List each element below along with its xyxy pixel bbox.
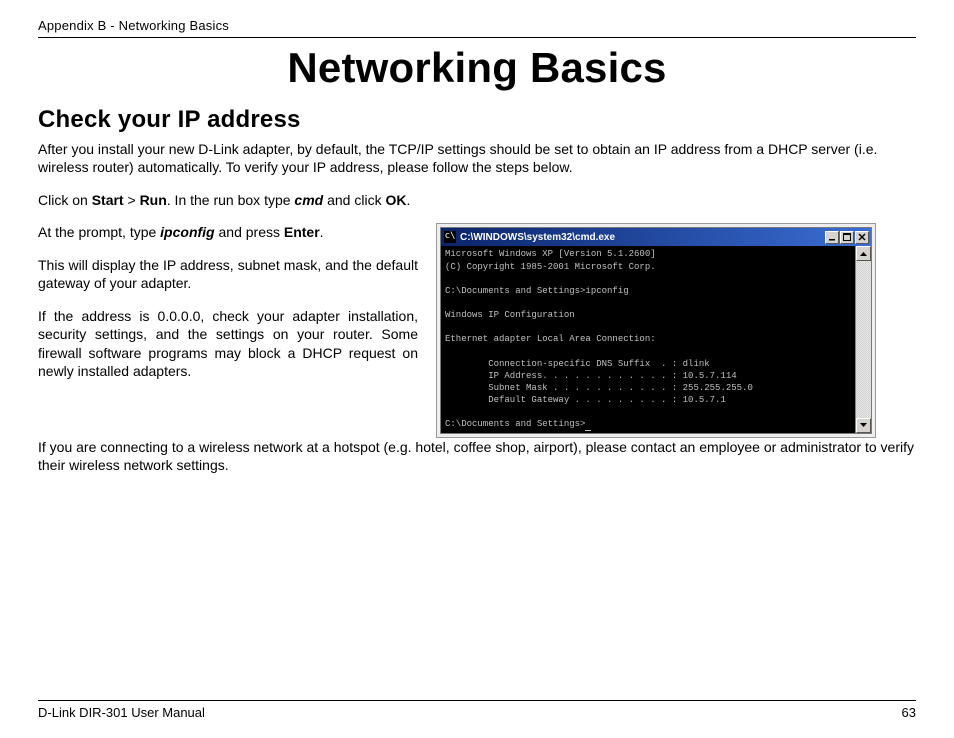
text: . In the run box type — [167, 192, 295, 208]
cmd-icon: c\ — [444, 231, 456, 243]
section-heading: Check your IP address — [38, 106, 916, 134]
text: Click on — [38, 192, 92, 208]
page-footer: D-Link DIR-301 User Manual 63 — [38, 700, 916, 720]
ok-label: OK — [385, 192, 406, 208]
paragraph-display-info: This will display the IP address, subnet… — [38, 256, 418, 293]
header-rule — [38, 37, 916, 38]
text: At the prompt, type — [38, 224, 160, 240]
cmd-title-text: C:\WINDOWS\system32\cmd.exe — [460, 231, 825, 244]
text: and click — [323, 192, 385, 208]
minimize-button[interactable] — [825, 231, 839, 244]
footer-left: D-Link DIR-301 User Manual — [38, 705, 205, 720]
footer-rule — [38, 700, 916, 701]
footer-page-number: 63 — [902, 705, 916, 720]
paragraph-zero-address: If the address is 0.0.0.0, check your ad… — [38, 307, 418, 381]
maximize-button[interactable] — [840, 231, 854, 244]
step-1: Click on Start > Run. In the run box typ… — [38, 191, 916, 209]
cmd-window: c\ C:\WINDOWS\system32\cmd.exe — [436, 223, 876, 437]
scrollbar[interactable] — [855, 246, 871, 432]
paragraph-hotspot: If you are connecting to a wireless netw… — [38, 438, 916, 475]
close-button[interactable] — [855, 231, 869, 244]
text: . — [320, 224, 324, 240]
run-label: Run — [140, 192, 167, 208]
scroll-track[interactable] — [856, 261, 871, 417]
text: > — [124, 192, 140, 208]
ipconfig-literal: ipconfig — [160, 224, 214, 240]
page-title: Networking Basics — [38, 44, 916, 92]
scroll-down-button[interactable] — [856, 418, 871, 433]
enter-label: Enter — [284, 224, 320, 240]
text: and press — [215, 224, 284, 240]
cmd-titlebar: c\ C:\WINDOWS\system32\cmd.exe — [441, 228, 871, 246]
scroll-up-button[interactable] — [856, 246, 871, 261]
intro-paragraph: After you install your new D-Link adapte… — [38, 140, 916, 177]
step-2: At the prompt, type ipconfig and press E… — [38, 223, 418, 241]
page-header: Appendix B - Networking Basics — [38, 18, 916, 33]
start-label: Start — [92, 192, 124, 208]
text: . — [406, 192, 410, 208]
terminal-output: Microsoft Windows XP [Version 5.1.2600] … — [441, 246, 855, 432]
cmd-literal: cmd — [294, 192, 323, 208]
